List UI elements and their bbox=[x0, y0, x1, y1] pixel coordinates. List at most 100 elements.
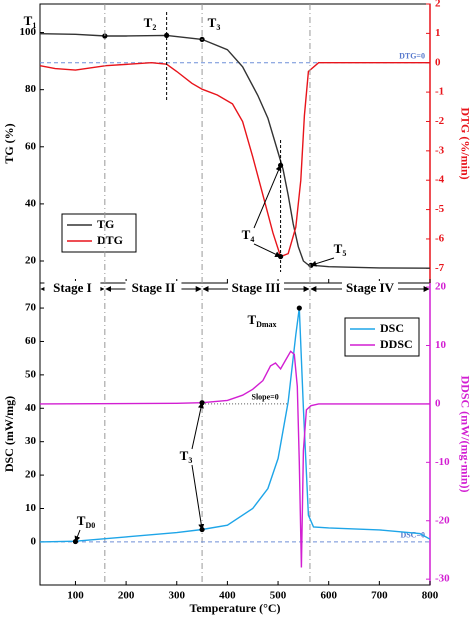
y-tick-label: 40 bbox=[25, 402, 37, 414]
stage-label: Stage IV bbox=[346, 280, 395, 295]
legend-label: DDSC bbox=[380, 337, 413, 351]
annotation-subscript: 3 bbox=[216, 23, 220, 32]
stage-label: Stage III bbox=[232, 280, 281, 295]
annotation-point bbox=[199, 526, 205, 533]
annotation-subscript: 2 bbox=[152, 23, 156, 32]
y2-tick-label: -2 bbox=[435, 115, 445, 127]
annotation-label: TDmax bbox=[247, 312, 276, 329]
y-tick-label: 20 bbox=[25, 469, 37, 481]
annotation-text: T bbox=[242, 227, 251, 242]
y2-tick-label: 1 bbox=[435, 27, 441, 39]
y-tick-label: 30 bbox=[25, 435, 37, 447]
y-tick-label: 20 bbox=[25, 255, 37, 267]
x-tick-label: 700 bbox=[371, 590, 388, 602]
legend-box bbox=[344, 317, 420, 357]
annotation-point bbox=[308, 262, 314, 268]
y2-tick-label: -4 bbox=[435, 174, 445, 186]
reference-label: DSC=0 bbox=[400, 531, 425, 540]
series-line bbox=[39, 61, 430, 258]
y2-tick-label: 10 bbox=[435, 339, 447, 351]
x-tick-label: 200 bbox=[118, 590, 135, 602]
x-tick-label: 400 bbox=[219, 590, 236, 602]
series-line bbox=[39, 308, 431, 543]
annotation-label: T5 bbox=[334, 241, 347, 258]
annotation-text: T bbox=[334, 241, 343, 256]
reference-label: DTG=0 bbox=[399, 52, 425, 61]
legend-box bbox=[61, 213, 137, 253]
series-line bbox=[39, 350, 430, 568]
y-tick-label: 40 bbox=[25, 197, 37, 209]
annotation-subscript: D0 bbox=[85, 521, 95, 530]
legend-label: DSC bbox=[380, 321, 404, 335]
series-line bbox=[39, 33, 431, 269]
x-tick-label: 100 bbox=[67, 590, 84, 602]
annotation-text: T bbox=[24, 13, 33, 28]
annotation-subscript: 3 bbox=[188, 456, 192, 465]
annotation-point bbox=[296, 305, 302, 311]
annotation-point bbox=[72, 538, 79, 545]
annotation-text: T bbox=[77, 513, 86, 528]
annotation-arrow bbox=[191, 464, 205, 531]
annotation-label: T1 bbox=[24, 13, 37, 30]
annotation-arrow bbox=[253, 243, 282, 258]
y2-tick-label: 0 bbox=[435, 397, 441, 409]
annotation-text: T bbox=[208, 15, 217, 30]
x-axis-title: Temperature (°C) bbox=[189, 601, 280, 615]
annotation-label: T3 bbox=[208, 15, 221, 32]
x-tick-label: 300 bbox=[169, 590, 186, 602]
annotation-label: T4 bbox=[242, 227, 255, 244]
x-tick-label: 500 bbox=[270, 590, 287, 602]
annotation-text: T bbox=[180, 448, 189, 463]
y2-tick-label: -6 bbox=[435, 232, 445, 244]
x-tick-label: 600 bbox=[320, 590, 337, 602]
x-tick-label: 800 bbox=[422, 590, 439, 602]
y2-tick-label: -5 bbox=[435, 203, 445, 215]
y2-tick-label: -30 bbox=[435, 573, 450, 585]
stage-label: Stage I bbox=[53, 280, 92, 295]
y2-axis-title: DDSC (mW/(mg·min)) bbox=[458, 376, 472, 493]
y-tick-label: 60 bbox=[25, 140, 37, 152]
stage-label: Stage II bbox=[132, 280, 176, 295]
y2-tick-label: -7 bbox=[435, 262, 445, 274]
stage-label-bg bbox=[228, 281, 285, 297]
y2-tick-label: -20 bbox=[435, 514, 450, 526]
y-tick-label: 10 bbox=[25, 502, 37, 514]
y-axis-title: TG (%) bbox=[2, 123, 16, 163]
y-tick-label: 60 bbox=[25, 335, 37, 347]
annotation-text: T bbox=[144, 15, 153, 30]
legend-label: TG bbox=[97, 217, 114, 231]
stage-label-bg bbox=[44, 281, 101, 297]
annotation-subscript: 5 bbox=[342, 249, 346, 258]
annotation-subscript: Dmax bbox=[256, 320, 276, 329]
y2-tick-label: -3 bbox=[435, 144, 445, 156]
y-tick-label: 100 bbox=[20, 26, 37, 38]
reference-label: Slope=0 bbox=[252, 393, 279, 402]
y-tick-label: 70 bbox=[25, 302, 37, 314]
y2-tick-label: -10 bbox=[435, 456, 450, 468]
annotation-subscript: 1 bbox=[32, 21, 36, 30]
annotation-label: T3 bbox=[180, 448, 193, 465]
annotation-arrow bbox=[191, 402, 204, 450]
y-tick-label: 50 bbox=[25, 368, 37, 380]
y2-tick-label: -1 bbox=[435, 86, 444, 98]
y-tick-label: 0 bbox=[31, 535, 37, 547]
annotation-point bbox=[277, 253, 284, 260]
annotation-label: T2 bbox=[144, 15, 157, 32]
y-tick-label: 80 bbox=[25, 83, 37, 95]
legend-label: DTG bbox=[97, 233, 123, 247]
y2-tick-label: 0 bbox=[435, 56, 441, 68]
annotation-text: T bbox=[247, 312, 256, 327]
y-axis-title: DSC (mW/mg) bbox=[2, 396, 16, 472]
stage-label-bg bbox=[125, 281, 182, 297]
annotation-arrow bbox=[310, 257, 335, 267]
annotation-point bbox=[199, 400, 205, 406]
y2-axis-title: DTG (%/min) bbox=[458, 107, 472, 179]
annotation-arrow bbox=[253, 164, 282, 229]
y2-tick-label: 20 bbox=[435, 281, 447, 293]
stage-label-bg bbox=[341, 281, 398, 297]
annotation-point bbox=[164, 32, 170, 39]
annotation-label: TD0 bbox=[77, 513, 95, 530]
annotation-subscript: 4 bbox=[250, 235, 254, 244]
y2-tick-label: 2 bbox=[435, 0, 441, 10]
